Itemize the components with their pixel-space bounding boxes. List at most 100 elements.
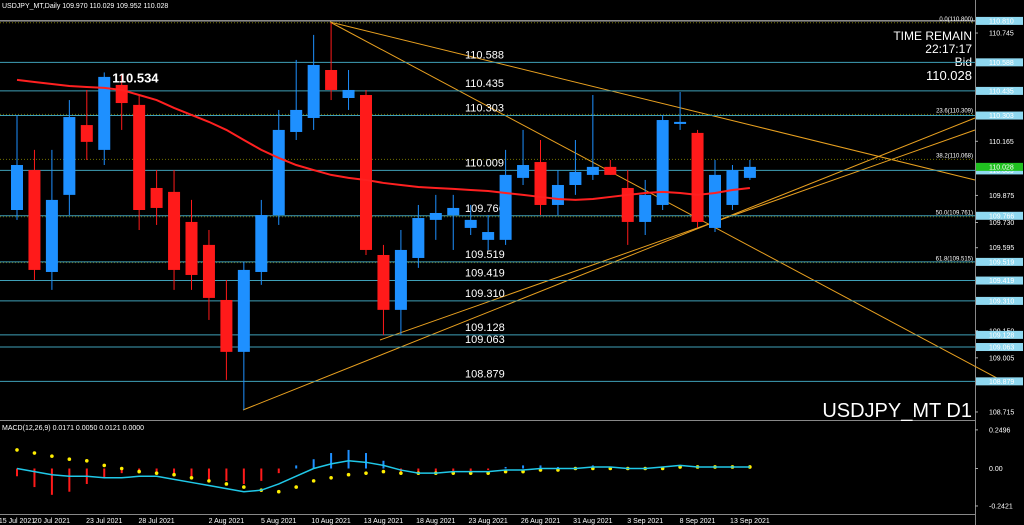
macd-bar	[365, 453, 367, 469]
macd-bar	[207, 468, 210, 480]
macd-bar	[190, 468, 193, 478]
x-tick-label: 31 Aug 2021	[573, 518, 612, 525]
candle-body	[11, 165, 23, 210]
price-box	[976, 111, 1023, 120]
price-box	[976, 86, 1023, 95]
price-box-label: 110.303	[989, 113, 1014, 120]
macd-bar	[120, 468, 123, 474]
macd-bar	[33, 468, 36, 488]
y-tick-label: 109.005	[989, 355, 1014, 362]
candle-body	[115, 84, 128, 104]
y-tick-label: 109.595	[989, 245, 1014, 252]
candle-body	[604, 166, 617, 175]
candle-body	[569, 171, 582, 185]
price-box-label: 109.519	[989, 259, 1014, 266]
macd-bar	[16, 468, 18, 477]
candle-body	[360, 95, 372, 250]
candle-body	[255, 215, 268, 272]
candle-body	[394, 249, 407, 310]
candle-body	[63, 117, 76, 195]
candle-body	[429, 212, 442, 220]
y-tick-label: -0.2421	[989, 503, 1013, 510]
price-box	[976, 343, 1023, 352]
candle-body	[272, 129, 285, 216]
candle-body	[586, 166, 599, 175]
macd-bar	[452, 468, 455, 472]
price-box-label: 110.810	[989, 18, 1014, 25]
x-tick-label: 18 Aug 2021	[416, 518, 455, 525]
signal-dot	[32, 451, 37, 455]
x-tick-label: 13 Aug 2021	[364, 518, 403, 525]
trend-line	[242, 117, 976, 411]
candle-body	[447, 207, 460, 216]
macd-bar	[469, 468, 472, 472]
candle-body	[517, 165, 530, 178]
price-box-label: 109.128	[989, 332, 1014, 339]
level-label: 109.519	[465, 249, 505, 261]
time-remain: 22:17:17	[925, 42, 972, 56]
signal-dot	[276, 489, 281, 494]
candle-body	[482, 232, 495, 240]
macd-header: MACD(12,26,9) 0.0171 0.0050 0.0121 0.000…	[2, 425, 144, 432]
candle-body	[168, 191, 181, 270]
trend-line	[379, 129, 976, 341]
price-box	[976, 58, 1023, 67]
price-box	[976, 276, 1023, 285]
x-tick-label: 10 Aug 2021	[311, 518, 350, 525]
candle-body	[551, 184, 564, 205]
candle-body	[726, 170, 739, 205]
candle-body	[499, 174, 512, 240]
price-box-label: 108.879	[989, 379, 1014, 386]
y-tick-label: 0.2496	[989, 427, 1011, 434]
signal-dot	[189, 475, 194, 480]
candle-body	[325, 70, 338, 90]
y-tick-label: 110.165	[989, 139, 1014, 146]
moving-average	[16, 78, 751, 201]
fib-label: 61.8(109.515)	[936, 257, 973, 263]
candle-body	[98, 76, 111, 150]
macd-bar	[434, 468, 437, 474]
candle-body	[133, 104, 146, 210]
signal-dot	[294, 485, 299, 489]
macd-bar	[277, 468, 280, 474]
macd-bar	[504, 466, 507, 469]
price-box-label: 109.766	[989, 213, 1014, 220]
macd-bar	[103, 468, 106, 478]
signal-dot	[67, 457, 72, 462]
macd-bar	[539, 465, 542, 469]
candle-body	[412, 218, 425, 258]
candle-body	[691, 132, 704, 222]
macd-bar	[382, 460, 385, 469]
macd-bar	[295, 465, 298, 469]
fib-label: 50.0(109.761)	[936, 211, 973, 217]
x-tick-label: 23 Aug 2021	[468, 518, 507, 525]
signal-dot	[137, 469, 141, 474]
candle-body	[80, 125, 93, 142]
level-label: 110.009	[465, 157, 504, 169]
macd-bar	[522, 465, 525, 469]
macd-bar	[399, 468, 402, 474]
price-box-label: 110.009	[989, 168, 1014, 175]
macd-bar	[50, 468, 53, 495]
signal-dot	[346, 472, 351, 477]
signal-dot	[207, 479, 211, 483]
price-box-label: 110.588	[989, 60, 1014, 67]
y-tick-label: 109.875	[989, 193, 1014, 200]
level-label: 110.588	[465, 49, 504, 61]
price-box	[976, 16, 1023, 25]
macd-bar	[225, 468, 228, 481]
signal-dot	[224, 482, 229, 486]
macd-line	[16, 460, 750, 493]
trend-line	[329, 21, 976, 181]
signal-dot	[154, 471, 159, 475]
macd-bar	[556, 466, 559, 469]
macd-bar	[487, 468, 490, 471]
bid-box	[976, 162, 1023, 171]
candle-body	[202, 244, 215, 298]
candle-body	[185, 221, 198, 275]
candle-body	[237, 269, 250, 352]
signal-dot	[119, 466, 124, 471]
x-tick-label: 28 Jul 2021	[138, 518, 174, 525]
macd-bar	[330, 453, 333, 469]
